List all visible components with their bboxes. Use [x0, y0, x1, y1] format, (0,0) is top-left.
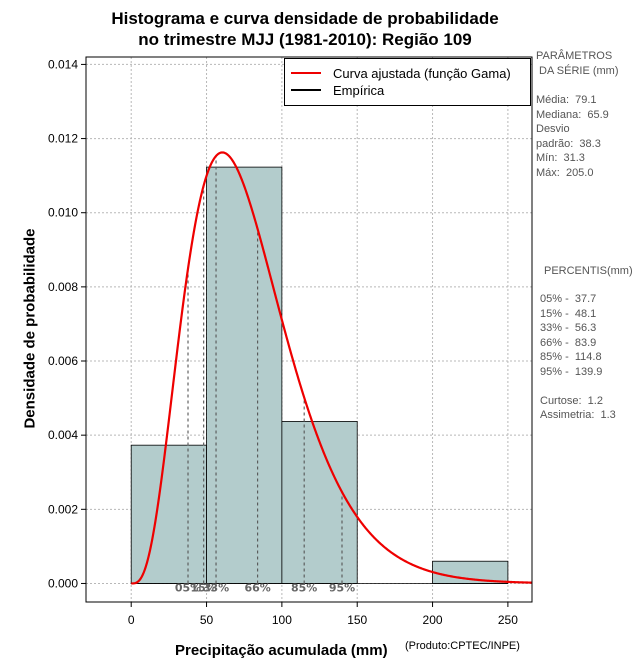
- percentile-p85: 85% - 114.8: [540, 351, 602, 363]
- y-tick-label-2: 0.004: [48, 428, 78, 442]
- percentile-p95: 95% - 139.9: [540, 366, 603, 378]
- gamma-curve-line: [131, 151, 533, 585]
- percentile-label-95%: 95%: [329, 581, 355, 594]
- stat-media: Média: 79.1: [536, 94, 597, 106]
- stat-desvio-1: Desvio: [536, 123, 570, 135]
- percentile-label-05%: 05%: [175, 581, 201, 594]
- y-tick-label-6: 0.012: [48, 132, 78, 146]
- stats-header-2: DA SÉRIE (mm): [536, 65, 619, 77]
- percentile-label-66%: 66%: [244, 581, 270, 594]
- histogram-bar-1: [206, 166, 283, 584]
- chart-title-line2: no trimestre MJJ (1981-2010): Região 109: [138, 30, 472, 49]
- credit-text: (Produto:CPTEC/INPE): [405, 640, 520, 652]
- percentile-p05: 05% - 37.7: [540, 293, 597, 305]
- percentile-label-85%: 85%: [291, 581, 317, 594]
- percentile-labels: 05%15%33% 66% 85% 95%: [175, 581, 355, 594]
- stat-min: Mín: 31.3: [536, 152, 585, 164]
- chart-title-line1: Histograma e curva densidade de probabil…: [111, 9, 499, 28]
- y-tick-label-1: 0.002: [48, 502, 78, 516]
- legend-item-fitted: Curva ajustada (função Gama): [291, 65, 511, 81]
- percentile-lines: [187, 155, 343, 584]
- percentiles-header: PERCENTIS(mm): [544, 265, 633, 277]
- percentile-label-15%: 15%: [191, 581, 217, 594]
- stat-desvio-2: padrão: 38.3: [536, 138, 601, 150]
- x-tick-label-1: 50: [200, 613, 214, 627]
- stat-mediana: Mediana: 65.9: [536, 109, 609, 121]
- legend-item-empirical: Empírica: [291, 82, 384, 98]
- percentile-p33: 33% - 56.3: [540, 322, 597, 334]
- x-axis-label: Precipitação acumulada (mm): [175, 642, 388, 659]
- percentile-label-33%: 33%: [203, 581, 229, 594]
- y-tick-label-5: 0.010: [48, 206, 78, 220]
- histogram-bar-2: [281, 421, 358, 584]
- y-tick-label-7: 0.014: [48, 57, 78, 71]
- legend-label-fitted: Curva ajustada (função Gama): [333, 65, 511, 81]
- y-tick-label-4: 0.008: [48, 280, 78, 294]
- y-tick-label-3: 0.006: [48, 354, 78, 368]
- stat-max: Máx: 205.0: [536, 167, 594, 179]
- percentile-p66: 66% - 83.9: [540, 337, 597, 349]
- gamma-curve: [131, 151, 533, 585]
- legend-red-line-icon: [291, 72, 321, 74]
- x-tick-label-5: 250: [498, 613, 518, 627]
- x-tick-label-4: 200: [423, 613, 443, 627]
- stat-curtose: Curtose: 1.2: [540, 395, 603, 407]
- x-tick-label-2: 100: [272, 613, 292, 627]
- histogram-bars: [130, 166, 509, 584]
- legend-black-line-icon: [291, 89, 321, 91]
- stat-assimetria: Assimetria: 1.3: [540, 409, 616, 421]
- legend: Curva ajustada (função Gama) Empírica: [284, 58, 531, 106]
- legend-label-empirical: Empírica: [333, 82, 385, 98]
- stats-header-1: PARÂMETROS: [536, 50, 613, 62]
- y-tick-label-0: 0.000: [48, 576, 78, 590]
- x-tick-label-0: 0: [128, 613, 135, 627]
- y-axis-label: Densidade de probabilidade: [21, 228, 39, 429]
- x-tick-label-3: 150: [347, 613, 367, 627]
- histogram-bar-0: [130, 444, 207, 584]
- percentile-p15: 15% - 48.1: [540, 308, 597, 320]
- plot-frame: [85, 56, 533, 603]
- axes: 0.000 0.002 0.004 0.006 0.008 0.010 0.012 0.014…: [48, 56, 533, 627]
